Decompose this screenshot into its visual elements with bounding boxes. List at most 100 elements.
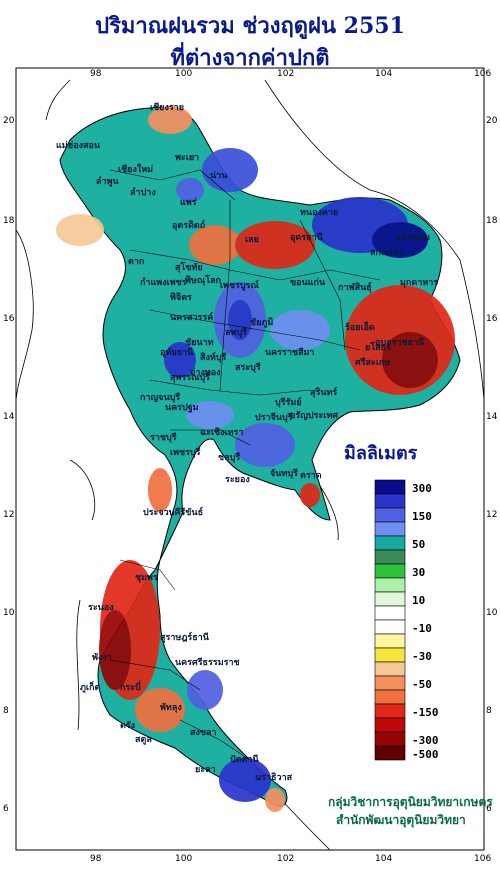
bottom-tick-label: 104 <box>375 854 393 864</box>
legend-swatch <box>374 689 406 705</box>
province-label: สงขลา <box>190 728 217 738</box>
province-label: ฉะเชิงเทรา <box>200 427 243 438</box>
left-tick-label: 18 <box>3 216 15 226</box>
province-label: กระบี่ <box>120 680 141 693</box>
legend-swatch <box>374 703 406 719</box>
province-label: ชัยภูมิ <box>250 317 273 328</box>
anomaly-fields <box>56 106 455 812</box>
province-label: นครสวรรค์ <box>170 311 213 323</box>
top-tick-label: 98 <box>90 69 102 79</box>
legend-swatch <box>374 563 406 579</box>
right-tick-label: 8 <box>486 706 492 716</box>
right-tick-label: 20 <box>486 116 498 126</box>
credit-line-2: สำนักพัฒนาอุตุนิยมวิทยา <box>336 813 466 827</box>
legend-swatch <box>374 493 406 509</box>
province-label: อรัญประเทศ <box>290 410 338 421</box>
legend-label: -30 <box>412 650 432 663</box>
province-label: สระบุรี <box>235 362 261 373</box>
province-label: ชัยนาท <box>185 337 214 348</box>
province-label: กำแพงเพชร <box>140 277 187 288</box>
province-label: บุรีรัมย์ <box>275 396 302 408</box>
legend-label: -500 <box>412 748 439 761</box>
province-label: แพร่ <box>180 197 197 208</box>
province-label: หนองคาย <box>300 208 338 218</box>
legend-swatch <box>374 731 406 747</box>
province-label: อุดรธานี <box>290 232 324 243</box>
province-label: ราชบุรี <box>150 432 177 443</box>
province-label: ขอนแก่น <box>290 277 326 288</box>
top-tick-label: 104 <box>375 69 393 79</box>
legend-swatch <box>374 633 406 649</box>
province-label: มุกดาหาร <box>400 278 438 288</box>
legend-label: -10 <box>412 622 432 635</box>
province-label: เชียงใหม่ <box>118 163 153 175</box>
left-tick-label: 16 <box>3 314 15 324</box>
top-tick-label: 100 <box>175 69 193 79</box>
bottom-tick-label: 98 <box>90 854 102 864</box>
province-label: ลำพูน <box>96 176 120 187</box>
province-label: เลย <box>245 235 259 245</box>
province-label: ลพบุรี <box>225 327 247 338</box>
legend-label: 300 <box>412 482 432 495</box>
legend-label: -150 <box>412 706 439 719</box>
right-tick-label: 16 <box>486 314 498 324</box>
province-label: พะเยา <box>175 153 199 163</box>
left-tick-label: 20 <box>3 116 15 126</box>
province-label: พิษณุโลก <box>185 274 221 286</box>
right-tick-label: 10 <box>486 608 498 618</box>
legend-swatch <box>374 605 406 621</box>
legend-label: 150 <box>412 510 432 523</box>
legend-label: 10 <box>412 594 426 607</box>
province-label: สุรินทร์ <box>310 386 337 398</box>
map-title: ปริมาณฝนรวม ช่วงฤดูฝน 2551 <box>95 13 405 39</box>
legend-swatch <box>374 577 406 593</box>
province-label: ระยอง <box>225 475 250 485</box>
province-label: สตูล <box>135 735 152 745</box>
legend-label: 30 <box>412 566 426 579</box>
province-borders <box>109 169 381 761</box>
province-label: ยโสธร <box>365 341 391 353</box>
province-label: ชุมพร <box>135 573 158 583</box>
province-label: ชลบุรี <box>218 452 240 463</box>
province-label: พิจิตร <box>170 292 192 303</box>
legend-swatch <box>374 535 406 551</box>
legend-label: -50 <box>412 678 432 691</box>
legend-swatch <box>374 591 406 607</box>
province-label: สิงห์บุรี <box>199 351 226 363</box>
province-label: กาฬสินธุ์ <box>338 281 372 293</box>
left-tick-label: 12 <box>3 510 15 520</box>
province-label: อ่างทอง <box>190 367 221 378</box>
province-label: นครพนม <box>395 233 430 243</box>
right-tick-label: 14 <box>486 412 498 422</box>
province-label: สกลนคร <box>370 248 404 258</box>
province-label: นราธิวาส <box>255 772 293 783</box>
province-label: ยะลา <box>195 765 216 775</box>
right-tick-label: 18 <box>486 216 498 226</box>
province-label: ศรีสะเกษ <box>355 357 390 368</box>
legend-swatch <box>374 745 406 761</box>
bottom-tick-label: 106 <box>474 854 492 864</box>
map-subtitle: ที่ต่างจากค่าปกติ <box>170 45 330 71</box>
province-label: ระนอง <box>88 603 114 613</box>
province-label: นครปฐม <box>165 402 199 413</box>
legend-swatch <box>374 647 406 663</box>
province-label: สุราษฎร์ธานี <box>160 631 210 643</box>
legend-swatch <box>374 717 406 733</box>
province-label: ภูเก็ต <box>80 680 100 693</box>
province-label: อุตรดิตถ์ <box>172 219 205 231</box>
province-label: ปัตตานี <box>230 754 259 765</box>
province-label: ร้อยเอ็ด <box>345 320 375 333</box>
left-tick-label: 14 <box>3 412 15 422</box>
left-tick-label: 6 <box>3 804 9 814</box>
province-label: เพชรบูรณ์ <box>220 279 259 291</box>
province-label: จันทบุรี <box>270 468 298 479</box>
legend-label: 50 <box>412 538 426 551</box>
province-label: อุทัยธานี <box>160 347 194 358</box>
bottom-tick-label: 102 <box>277 854 295 864</box>
province-label: เพชรบุรี <box>170 447 201 458</box>
province-label: แม่ฮ่องสอน <box>56 140 101 151</box>
province-label: ตรัง <box>120 720 135 731</box>
province-label: นครราชสีมา <box>265 347 314 358</box>
